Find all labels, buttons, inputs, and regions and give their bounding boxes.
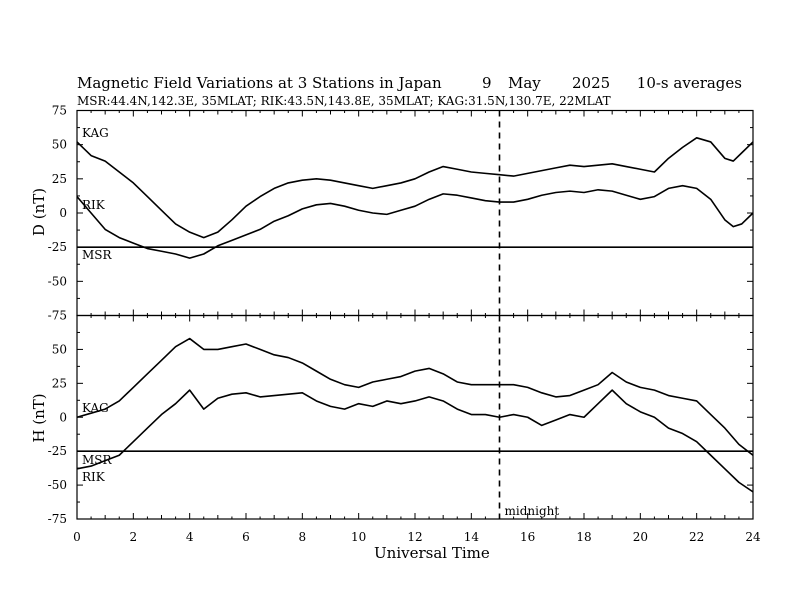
xtick-label: 8 <box>299 530 307 544</box>
h-ytick-label: -50 <box>48 478 67 492</box>
xtick-label: 20 <box>633 530 648 544</box>
d-ylabel: D (nT) <box>30 188 48 236</box>
xtick-label: 10 <box>351 530 366 544</box>
h-series-label-rik: RIK <box>82 470 106 484</box>
xtick-label: 16 <box>520 530 535 544</box>
d-ytick-label: -50 <box>48 274 67 288</box>
xtick-label: 22 <box>689 530 704 544</box>
stations-subtitle: MSR:44.4N,142.3E, 35MLAT; RIK:43.5N,143.… <box>77 94 611 108</box>
xtick-label: 0 <box>73 530 81 544</box>
chart-day: 9 <box>482 74 492 92</box>
d-ytick-label: 50 <box>52 138 67 152</box>
xtick-label: 18 <box>576 530 591 544</box>
d-series-label-kag: KAG <box>82 126 109 140</box>
d-panel-frame <box>76 109 754 317</box>
xtick-label: 12 <box>407 530 422 544</box>
h-ytick-label: 25 <box>52 376 67 390</box>
d-ytick-label: -25 <box>48 240 67 254</box>
h-series-label-msr: MSR <box>82 453 113 467</box>
midnight-annotation: midnight <box>505 504 560 518</box>
h-ytick-label: -25 <box>48 444 67 458</box>
h-series-rik <box>76 389 754 493</box>
h-series-label-kag: KAG <box>82 401 109 415</box>
h-ytick-label: -75 <box>48 512 67 526</box>
h-panel-frame <box>76 314 754 520</box>
d-ytick-label: 25 <box>52 172 67 186</box>
h-ytick-label: 0 <box>59 410 67 424</box>
d-panel: 75 50 25 0 -25 -50 -75 D (nT) KAG RIK MSR <box>30 104 754 323</box>
xlabel: Universal Time <box>374 544 490 562</box>
xtick-label: 6 <box>242 530 250 544</box>
d-series-label-rik: RIK <box>82 198 106 212</box>
d-series-rik <box>76 184 754 259</box>
d-series-kag <box>76 137 754 239</box>
chart-year: 2025 <box>572 74 610 92</box>
d-ytick-label: -75 <box>48 309 67 323</box>
chart-month: May <box>508 74 541 92</box>
h-ytick-label: 50 <box>52 342 67 356</box>
xtick-label: 4 <box>186 530 194 544</box>
h-panel: 50 25 0 -25 -50 -75 H (nT) KAG RIK MSR <box>30 314 754 526</box>
xtick-label: 24 <box>745 530 761 544</box>
h-series-kag <box>76 337 754 456</box>
d-series-label-msr: MSR <box>82 248 113 262</box>
chart-title: Magnetic Field Variations at 3 Stations … <box>77 74 442 92</box>
d-ytick-label: 75 <box>52 104 67 118</box>
chart-averaging: 10-s averages <box>637 74 742 92</box>
h-ylabel: H (nT) <box>30 393 48 442</box>
d-ytick-label: 0 <box>59 206 67 220</box>
xtick-label: 2 <box>130 530 138 544</box>
xtick-label: 14 <box>464 530 480 544</box>
